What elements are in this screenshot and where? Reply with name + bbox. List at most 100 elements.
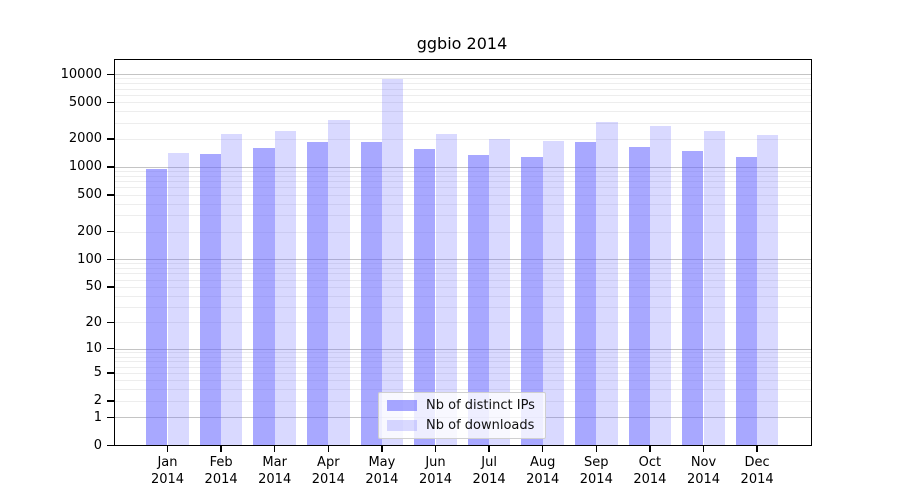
y-tick-label: 10 [85, 340, 102, 356]
gridline-minor [115, 94, 811, 96]
gridline-minor [115, 102, 811, 104]
x-tick-label-apr: Apr 2014 [311, 455, 345, 487]
gridline-minor [115, 181, 811, 183]
gridline-minor [115, 203, 811, 205]
gridline-minor [115, 215, 811, 217]
gridline-minor [115, 286, 811, 288]
gridline-major [115, 259, 811, 261]
legend-label: Nb of downloads [426, 418, 535, 433]
gridline-minor [115, 83, 811, 85]
gridline-minor [115, 352, 811, 354]
bar-nov-downloads [703, 130, 725, 445]
bar-apr-distinct-ips [307, 142, 329, 445]
y-tick-mark [106, 230, 114, 233]
y-tick-label: 2000 [68, 131, 102, 147]
plot-area: 0 1 2 5 10 20 50 100 200 500 1000 2000 5000 10000 Jan… [61, 59, 812, 487]
gridline-minor [115, 361, 811, 363]
gridline-minor [115, 78, 811, 80]
bar-oct-distinct-ips [628, 146, 650, 445]
y-tick-label: 10000 [60, 66, 102, 82]
x-tick-mark [327, 445, 330, 452]
gridline-minor [115, 88, 811, 90]
x-tick-mark [273, 445, 276, 452]
y-tick-mark [106, 444, 114, 446]
y-tick-mark [106, 166, 114, 168]
bar-apr-downloads [328, 120, 350, 445]
gridline-major [115, 74, 811, 76]
y-tick-label: 1 [93, 409, 102, 425]
y-tick-label: 2 [93, 393, 102, 409]
x-tick-label-oct: Oct 2014 [633, 455, 667, 487]
bar-aug-distinct-ips [521, 157, 543, 445]
y-tick-mark [106, 286, 114, 288]
y-tick-mark [106, 347, 114, 350]
x-tick-label-aug: Aug 2014 [526, 455, 560, 487]
bar-feb-downloads [221, 134, 243, 445]
y-tick-label: 100 [77, 251, 102, 267]
chart-title: ggbio 2014 [416, 34, 508, 53]
y-tick-mark [106, 194, 114, 196]
y-tick-label: 5 [93, 365, 102, 381]
y-tick-label: 5000 [68, 94, 102, 110]
x-tick-mark [756, 445, 758, 452]
gridline-major [115, 166, 811, 168]
x-tick-mark [381, 445, 383, 452]
x-tick-label-jul: Jul 2014 [472, 455, 506, 487]
bar-sep-distinct-ips [575, 141, 597, 445]
x-tick-label-jun: Jun 2014 [418, 455, 453, 487]
bar-may-downloads [381, 79, 404, 445]
x-tick-mark [541, 445, 544, 452]
x-tick-mark [702, 445, 705, 452]
bar-mar-downloads [274, 130, 296, 445]
legend-swatch [387, 420, 417, 431]
y-tick-mark [106, 416, 114, 419]
x-tick-label-may: May 2014 [365, 455, 399, 487]
y-tick-label: 20 [85, 314, 102, 330]
gridline-minor [115, 231, 811, 233]
bar-jul-distinct-ips [467, 154, 490, 445]
gridline-minor [115, 389, 811, 391]
bar-nov-distinct-ips [682, 151, 704, 445]
gridline-minor [115, 306, 811, 308]
bar-jan-downloads [167, 152, 189, 445]
y-tick-label: 500 [77, 187, 102, 203]
y-tick-mark [106, 73, 114, 76]
gridline-minor [115, 273, 811, 275]
gridline-minor [115, 380, 811, 382]
gridline-minor [115, 279, 811, 281]
gridline-minor [115, 268, 811, 270]
gridline-minor [115, 175, 811, 177]
x-tick-mark [595, 445, 598, 452]
y-tick-mark [106, 321, 114, 324]
x-tick-label-feb: Feb 2014 [204, 455, 238, 487]
legend-label: Nb of distinct IPs [426, 398, 535, 413]
y-tick-mark [106, 372, 114, 374]
gridline-minor [115, 194, 811, 196]
bar-jun-distinct-ips [414, 149, 436, 445]
y-tick-label: 1000 [68, 159, 102, 175]
gridline-minor [115, 171, 811, 173]
bar-oct-downloads [649, 125, 672, 445]
x-tick-label-mar: Mar 2014 [258, 455, 292, 487]
bar-dec-distinct-ips [735, 156, 758, 445]
x-tick-label-dec: Dec 2014 [740, 455, 774, 487]
y-tick-label: 50 [85, 279, 102, 295]
gridline-minor [115, 366, 811, 368]
bar-jun-downloads [435, 134, 457, 445]
gridline-minor [115, 372, 811, 374]
bar-aug-downloads [542, 141, 564, 445]
bar-jan-distinct-ips [146, 168, 168, 445]
x-tick-mark [166, 445, 169, 452]
y-tick-label: 0 [93, 437, 102, 453]
bar-mar-distinct-ips [253, 148, 275, 445]
gridline-minor [115, 122, 811, 124]
gridline-minor [115, 295, 811, 297]
legend: Nb of distinct IPs Nb of downloads [378, 392, 546, 439]
y-tick-mark [106, 258, 114, 261]
gridline-major [115, 348, 811, 350]
y-tick-mark [106, 138, 114, 140]
bar-may-distinct-ips [360, 141, 382, 445]
gridline-minor [115, 111, 811, 113]
x-tick-mark [488, 445, 490, 452]
